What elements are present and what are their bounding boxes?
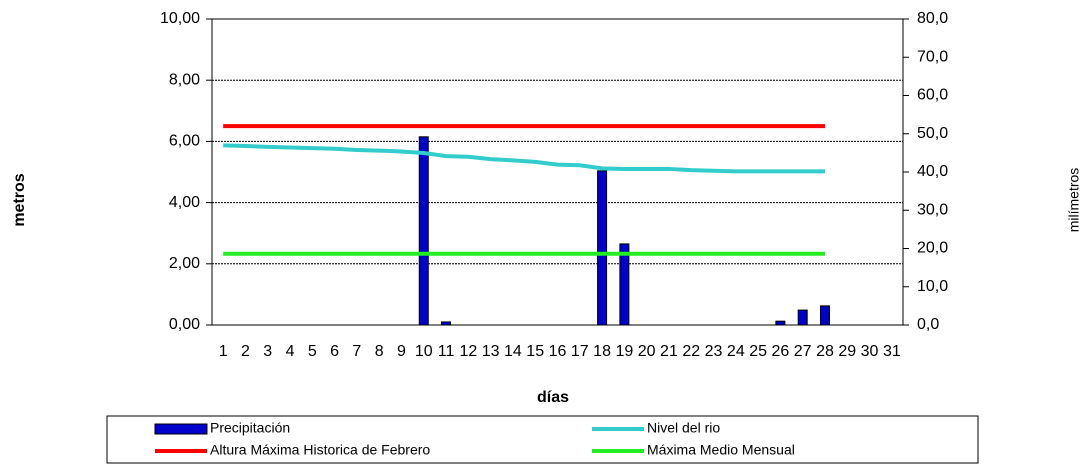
line: [223, 143, 825, 174]
y-tick-label: 6,00: [169, 133, 200, 150]
x-tick-label: 13: [482, 343, 500, 360]
y-tick-label: 2,00: [169, 255, 200, 272]
bar: [775, 320, 786, 326]
y-tick-label: 4,00: [169, 194, 200, 211]
y2-tick-label: 50,0: [917, 125, 948, 142]
legend-label: Nivel del rio: [647, 420, 720, 436]
x-tick-label: 19: [615, 343, 633, 360]
x-tick-label: 16: [549, 343, 567, 360]
x-tick-label: 25: [749, 343, 767, 360]
x-tick-label: 1: [219, 343, 228, 360]
x-tick-label: 26: [772, 343, 790, 360]
x-tick-label: 4: [286, 343, 295, 360]
x-tick-label: 24: [727, 343, 745, 360]
bar: [797, 309, 808, 326]
y2-tick-label: 70,0: [917, 48, 948, 65]
x-tick-label: 31: [883, 343, 901, 360]
x-tick-label: 3: [263, 343, 272, 360]
x-axis-title: días: [537, 389, 569, 406]
x-tick-label: 10: [415, 343, 433, 360]
y2-tick-label: 40,0: [917, 163, 948, 180]
bar: [597, 170, 608, 326]
bar: [441, 321, 452, 326]
x-tick-label: 14: [504, 343, 522, 360]
y2-tick-label: 30,0: [917, 201, 948, 218]
x-tick-label: 20: [638, 343, 656, 360]
y2-tick-label: 80,0: [917, 10, 948, 27]
x-tick-label: 27: [794, 343, 812, 360]
x-tick-label: 23: [705, 343, 723, 360]
x-tick-label: 17: [571, 343, 589, 360]
x-tick-label: 6: [330, 343, 339, 360]
x-tick-label: 29: [838, 343, 856, 360]
x-tick-label: 21: [660, 343, 678, 360]
x-tick-label: 2: [241, 343, 250, 360]
y-tick-label: 8,00: [169, 71, 200, 88]
legend-label: Altura Máxima Historica de Febrero: [210, 442, 430, 458]
legend-label: Máxima Medio Mensual: [647, 442, 795, 458]
y2-tick-label: 0,0: [917, 316, 939, 333]
y2-tick-label: 10,0: [917, 278, 948, 295]
x-tick-label: 5: [308, 343, 317, 360]
x-tick-label: 22: [682, 343, 700, 360]
x-tick-label: 11: [438, 343, 455, 360]
legend-box: [106, 415, 979, 464]
bar: [418, 136, 429, 326]
x-tick-label: 7: [352, 343, 361, 360]
x-tick-label: 12: [459, 343, 477, 360]
x-tick-label: 30: [861, 343, 879, 360]
legend-swatch: [154, 423, 208, 435]
bar: [819, 305, 830, 326]
x-tick-label: 28: [816, 343, 834, 360]
x-tick-label: 8: [375, 343, 384, 360]
legend-label: Precipitación: [210, 420, 290, 436]
x-tick-label: 18: [593, 343, 611, 360]
x-tick-label: 9: [397, 343, 406, 360]
y2-tick-label: 20,0: [917, 240, 948, 257]
y2-tick-label: 60,0: [917, 87, 948, 104]
y2-axis-title: milímetros: [1066, 168, 1082, 233]
x-tick-label: 15: [526, 343, 544, 360]
bar: [619, 243, 630, 326]
y-tick-label: 0,00: [169, 316, 200, 333]
y-tick-label: 10,00: [160, 10, 200, 27]
y-axis-title: metros: [11, 173, 28, 226]
